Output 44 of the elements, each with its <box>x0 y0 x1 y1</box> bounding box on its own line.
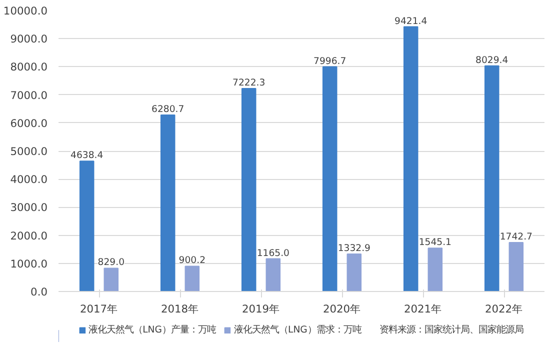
data-label: 1742.7 <box>500 232 533 243</box>
data-label: 1545.1 <box>418 237 452 248</box>
bar <box>160 114 176 292</box>
data-label: 4638.4 <box>70 150 104 162</box>
bar <box>79 160 94 292</box>
y-tick-label: 1000.0 <box>10 257 48 270</box>
y-tick-label: 9000.0 <box>10 32 48 46</box>
data-label: 7222.3 <box>232 78 266 89</box>
data-label: 1165.0 <box>256 248 290 259</box>
x-tick-label: 2020年 <box>322 302 362 316</box>
y-tick-label: 5000.0 <box>10 145 48 158</box>
bar <box>184 266 200 292</box>
x-tick-label: 2017年 <box>80 302 118 316</box>
y-tick-label: 0.0 <box>30 286 48 298</box>
data-label: 7996.7 <box>314 56 346 67</box>
y-tick-label: 7000.0 <box>10 88 48 102</box>
legend-label: 液化天然气（LNG）需求：万吨 <box>234 324 362 336</box>
bar <box>508 242 524 292</box>
y-tick-label: 2000.0 <box>10 229 48 242</box>
bar <box>484 65 500 292</box>
y-tick-label: 3000.0 <box>10 201 48 214</box>
data-label: 9421.4 <box>394 16 428 27</box>
bar <box>428 248 443 292</box>
bar <box>403 26 418 292</box>
bar <box>104 268 119 292</box>
bar <box>266 258 281 292</box>
x-tick-label: 2018年 <box>160 302 200 316</box>
legend-label: 液化天然气（LNG）产量：万吨 <box>88 324 216 336</box>
data-label: 1332.9 <box>338 243 371 254</box>
bar <box>346 254 362 292</box>
y-tick-label: 4000.0 <box>10 173 48 186</box>
y-tick-label: 6000.0 <box>10 116 48 130</box>
data-label: 829.0 <box>98 257 125 268</box>
data-label: 8029.4 <box>476 54 508 66</box>
bar <box>322 66 338 292</box>
x-tick-label: 2019年 <box>242 302 280 316</box>
y-tick-label: 10000.0 <box>3 4 48 18</box>
bar <box>241 88 256 292</box>
text: 资料来源：国家统计局、国家能源局 <box>379 324 524 336</box>
data-label: 6280.7 <box>152 104 184 116</box>
data-label: 900.2 <box>178 255 206 266</box>
x-tick-label: 2021年 <box>404 302 442 316</box>
x-tick-label: 2022年 <box>484 302 524 316</box>
y-tick-label: 8000.0 <box>10 60 48 74</box>
